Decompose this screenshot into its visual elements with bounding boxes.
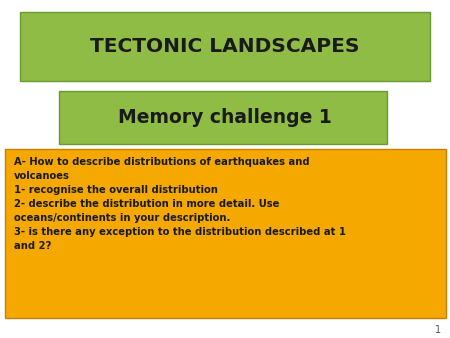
Text: Memory challenge 1: Memory challenge 1 xyxy=(118,108,332,127)
FancyBboxPatch shape xyxy=(4,149,446,318)
FancyBboxPatch shape xyxy=(58,91,387,144)
FancyBboxPatch shape xyxy=(20,12,430,81)
Text: A- How to describe distributions of earthquakes and
volcanoes
1- recognise the o: A- How to describe distributions of eart… xyxy=(14,157,346,251)
Text: TECTONIC LANDSCAPES: TECTONIC LANDSCAPES xyxy=(90,37,360,56)
Text: 1: 1 xyxy=(435,324,441,335)
